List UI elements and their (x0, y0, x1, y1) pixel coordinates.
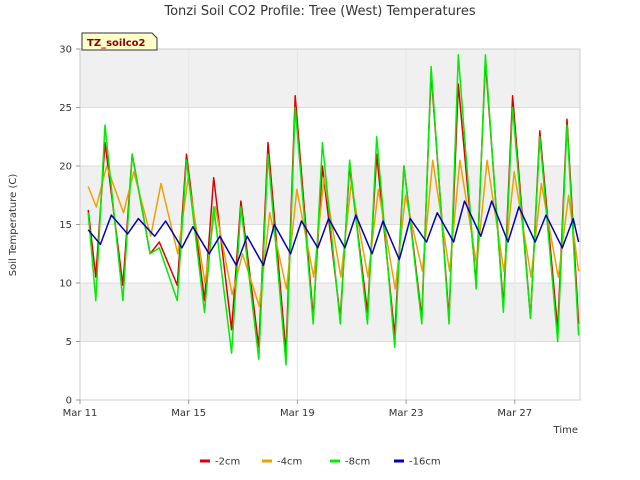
x-axis-ticks: Mar 11 Mar 15 Mar 19 Mar 23 Mar 27 (63, 400, 532, 419)
legend-label-minus2: -2cm (215, 457, 240, 468)
y-tick-label: 0 (66, 396, 72, 407)
y-tick-label: 15 (59, 220, 72, 231)
x-tick-label: Mar 15 (171, 408, 206, 419)
x-tick-label: Mar 27 (497, 408, 532, 419)
x-tick-label: Mar 23 (389, 408, 424, 419)
legend-label-minus4: -4cm (277, 457, 302, 468)
series-lines (87, 54, 580, 366)
y-tick-label: 20 (59, 162, 72, 173)
plot-band (80, 341, 580, 400)
y-tick-label: 10 (59, 279, 72, 290)
plot-band (80, 49, 580, 108)
y-tick-label: 25 (59, 103, 72, 114)
plot-band (80, 283, 580, 342)
site-badge: TZ_soilco2 (81, 32, 158, 51)
y-axis-label: Soil Temperature (C) (8, 174, 19, 277)
series-line-minus8 (87, 54, 580, 366)
badge-box (81, 32, 158, 51)
legend-label-minus16: -16cm (409, 457, 441, 468)
x-axis-label: Time (553, 425, 578, 436)
y-tick-label: 5 (66, 337, 72, 348)
x-tick-label: Mar 11 (63, 408, 98, 419)
series-line-minus16 (87, 200, 580, 267)
legend: -2cm -4cm -8cm -16cm (200, 457, 441, 468)
x-tick-label: Mar 19 (280, 408, 315, 419)
series-line-minus4 (87, 159, 580, 308)
y-axis-ticks: 0 5 10 15 20 25 30 (59, 45, 80, 407)
legend-label-minus8: -8cm (345, 457, 370, 468)
chart-title: Tonzi Soil CO2 Profile: Tree (West) Temp… (163, 4, 476, 19)
badge-label: TZ_soilco2 (87, 38, 146, 49)
plot-bands (80, 49, 580, 400)
plot-band (80, 107, 580, 166)
y-tick-label: 30 (59, 45, 72, 56)
